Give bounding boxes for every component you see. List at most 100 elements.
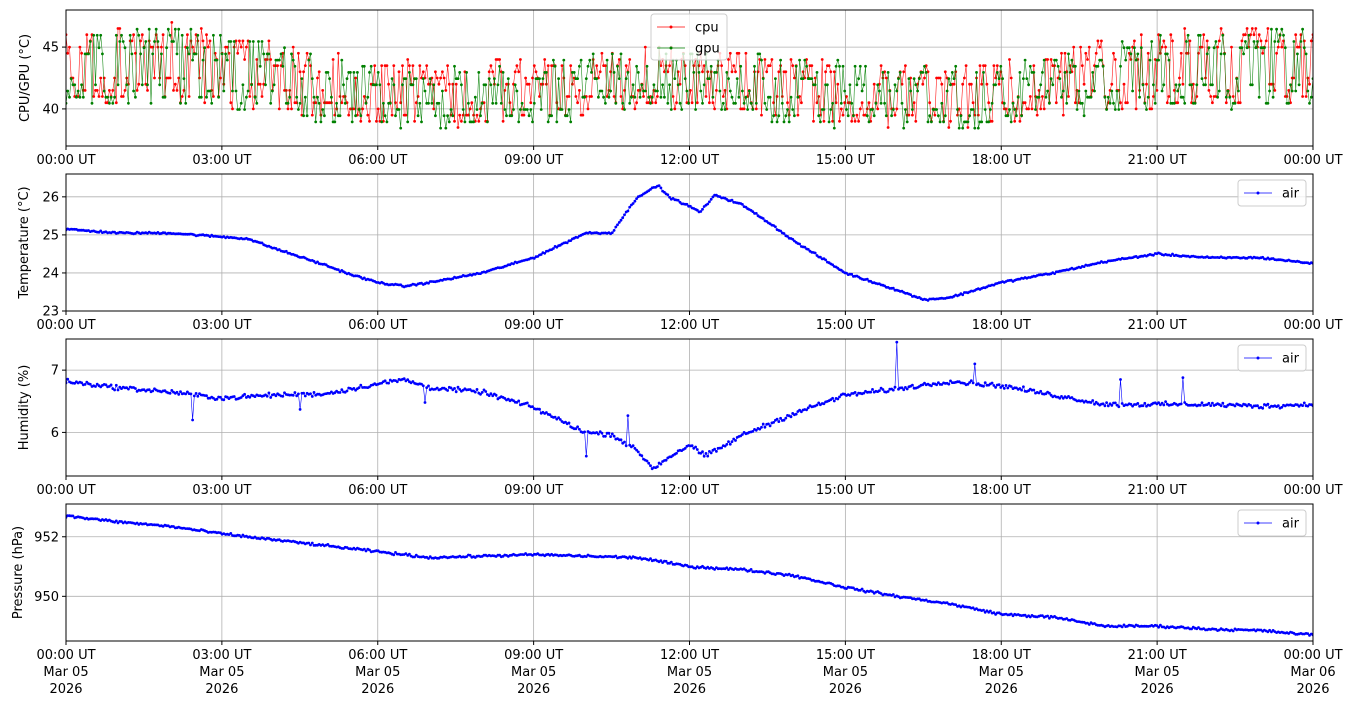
data-point-gpu [406,120,410,124]
data-point-gpu [775,120,779,124]
data-point-air [114,519,118,523]
data-point-gpu [872,114,876,118]
data-point-gpu [1242,52,1245,56]
data-point-cpu [1067,95,1070,98]
data-point-cpu [829,70,833,74]
data-point-air [94,385,97,388]
data-point-cpu [822,119,826,123]
data-point-cpu [706,70,710,74]
data-point-cpu [66,51,70,55]
x-tick-label: 12:00 UT [660,318,719,333]
data-point-cpu [1188,39,1192,43]
data-point-gpu [447,120,451,124]
data-point-gpu [796,95,800,99]
x-tick-year: 2026 [517,682,550,697]
data-point-cpu [1207,89,1211,92]
data-point-air [362,276,366,280]
data-point-gpu [990,101,994,105]
data-point-gpu [1133,46,1136,50]
data-point-cpu [80,51,83,55]
data-point-gpu [219,33,222,37]
data-point-gpu [623,108,626,111]
data-point-cpu [238,39,241,43]
data-point-gpu [1134,58,1138,62]
data-point-gpu [147,27,151,31]
data-point-gpu [609,89,612,93]
data-point-air [659,186,663,190]
data-point-gpu [1157,58,1160,62]
y-tick-label: 45 [42,41,59,56]
data-point-cpu [911,113,914,117]
data-point-gpu [921,71,925,74]
data-point-gpu [994,83,997,87]
data-point-cpu [208,39,212,43]
data-point-gpu [146,83,149,87]
data-point-gpu [1034,108,1037,111]
data-point-gpu [878,89,881,93]
data-point-gpu [754,101,758,105]
data-point-cpu [1018,119,1022,123]
data-point-gpu [881,71,885,74]
data-point-gpu [1027,83,1030,87]
data-point-gpu [441,89,444,93]
data-point-gpu [364,101,368,105]
data-point-cpu [734,70,737,74]
data-point-gpu [480,101,484,105]
data-point-gpu [923,64,926,68]
data-point-gpu [385,120,389,124]
data-point-cpu [413,119,416,123]
data-point-gpu [926,120,930,124]
data-point-air [822,402,826,406]
data-point-cpu [721,95,725,98]
data-point-air [338,391,342,394]
data-point-cpu [841,113,845,117]
data-point-gpu [1297,83,1301,87]
data-point-cpu [399,101,403,105]
data-point-gpu [515,89,519,93]
data-point-gpu [442,114,446,118]
data-point-gpu [1256,40,1259,43]
data-point-air [364,549,368,553]
data-point-air [359,383,363,387]
data-point-gpu [886,71,890,74]
data-point-air [911,383,914,387]
data-point-air [186,390,189,394]
data-point-air [711,195,715,199]
data-point-cpu [406,58,410,61]
data-point-cpu [439,76,442,80]
data-point-air [649,557,652,560]
data-point-cpu [515,64,519,67]
data-point-gpu [721,101,725,105]
data-point-air [395,380,399,384]
data-point-gpu [541,77,545,80]
data-point-air [616,223,619,227]
data-point-air [413,555,416,559]
data-point-cpu [1098,45,1102,49]
data-point-air [612,229,616,232]
data-point-cpu [376,107,380,111]
data-point-gpu [487,77,491,80]
data-point-gpu [286,101,290,105]
data-point-cpu [777,70,781,74]
data-point-air [631,444,635,447]
data-point-gpu [1290,89,1294,93]
data-point-cpu [472,113,475,117]
data-point-cpu [654,101,658,105]
data-point-air [260,241,264,245]
data-point-air [567,421,571,425]
data-point-gpu [1308,101,1311,105]
data-point-gpu [408,71,411,74]
x-tick-label: 15:00 UT [816,318,875,333]
data-point-cpu [231,107,234,111]
data-point-cpu [987,101,991,105]
data-point-cpu [508,101,512,105]
data-point-air [695,208,699,212]
data-point-gpu [685,89,689,93]
data-point-cpu [225,45,229,49]
data-point-cpu [1054,101,1058,105]
data-point-cpu [591,58,595,61]
data-point-cpu [1086,58,1089,61]
x-tick-label: 15:00 UT [816,648,875,663]
data-point-air [623,213,626,217]
data-point-gpu [770,120,774,124]
